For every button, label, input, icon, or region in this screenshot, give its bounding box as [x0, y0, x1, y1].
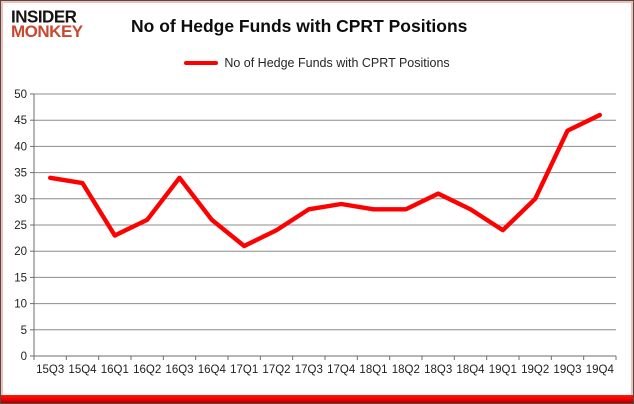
svg-text:17Q1: 17Q1: [230, 364, 258, 376]
svg-text:16Q2: 16Q2: [133, 364, 161, 376]
svg-text:30: 30: [14, 194, 27, 206]
data-series-line: [48, 112, 602, 249]
svg-text:25: 25: [14, 220, 27, 232]
svg-text:15Q4: 15Q4: [68, 364, 97, 376]
chart-legend: No of Hedge Funds with CPRT Positions: [3, 56, 631, 70]
line-chart: 0 5 10 15 20 25 30 35 40 45 50 15Q3 15Q4 16Q1 16Q2 16Q3…: [14, 89, 617, 376]
bottom-red-bar: [1, 395, 633, 403]
svg-text:16Q4: 16Q4: [198, 364, 227, 376]
page-title: No of Hedge Funds with CPRT Positions: [131, 16, 468, 36]
svg-text:20: 20: [14, 246, 27, 258]
svg-text:19Q2: 19Q2: [521, 364, 549, 376]
svg-text:10: 10: [14, 299, 27, 311]
svg-text:17Q4: 17Q4: [327, 364, 356, 376]
svg-text:5: 5: [21, 325, 27, 337]
insider-monkey-logo: INSIDER MONKEY: [11, 6, 83, 41]
logo-text-insider: INSIDER: [11, 6, 77, 27]
svg-text:50: 50: [14, 89, 27, 101]
svg-text:17Q3: 17Q3: [295, 364, 323, 376]
svg-text:18Q4: 18Q4: [456, 364, 485, 376]
svg-text:18Q2: 18Q2: [392, 364, 420, 376]
svg-text:18Q3: 18Q3: [424, 364, 452, 376]
svg-text:18Q1: 18Q1: [359, 364, 387, 376]
chart-content: INSIDER MONKEY No of Hedge Funds with CP…: [3, 3, 631, 395]
svg-text:19Q4: 19Q4: [586, 364, 615, 376]
svg-text:15Q3: 15Q3: [36, 364, 64, 376]
svg-text:35: 35: [14, 168, 27, 180]
svg-text:19Q3: 19Q3: [553, 364, 581, 376]
svg-text:40: 40: [14, 141, 27, 153]
legend-line-swatch: [184, 60, 219, 66]
legend-label: No of Hedge Funds with CPRT Positions: [224, 56, 450, 70]
svg-text:16Q1: 16Q1: [101, 364, 129, 376]
svg-text:15: 15: [14, 272, 27, 284]
logo-text-monkey: MONKEY: [11, 22, 83, 41]
svg-text:45: 45: [14, 115, 27, 127]
svg-text:17Q2: 17Q2: [262, 364, 290, 376]
svg-text:16Q3: 16Q3: [165, 364, 193, 376]
svg-text:19Q1: 19Q1: [489, 364, 517, 376]
svg-text:0: 0: [21, 351, 27, 363]
